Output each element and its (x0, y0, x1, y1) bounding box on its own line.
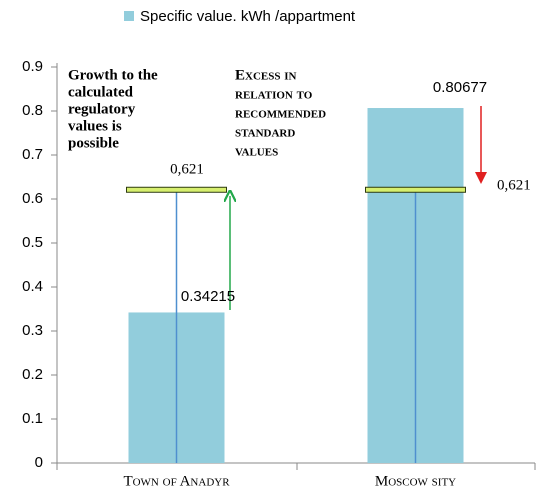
y-tick-label: 0 (35, 454, 43, 471)
data-label: 0.80677 (433, 79, 487, 96)
reference-line (126, 186, 227, 193)
annotation: Growth to the (68, 67, 158, 83)
reference-label: 0,621 (170, 161, 204, 177)
y-tick-label: 0.1 (22, 410, 43, 427)
y-tick-label: 0.5 (22, 234, 43, 251)
annotation: values is (68, 118, 122, 134)
annotation: recommended (235, 105, 326, 121)
reference-label: 0,621 (497, 177, 531, 193)
legend-swatch (124, 11, 134, 21)
y-tick-label: 0.4 (22, 278, 43, 295)
annotation: possible (68, 135, 119, 151)
reference-line (365, 186, 466, 193)
annotation: Excess in (235, 67, 296, 83)
annotation: calculated (68, 84, 134, 100)
y-tick-label: 0.3 (22, 322, 43, 339)
legend-label: Specific value. kWh /appartment (140, 8, 356, 25)
data-label: 0.34215 (181, 288, 235, 305)
y-tick-label: 0.8 (22, 102, 43, 119)
y-tick-label: 0.9 (22, 58, 43, 75)
x-tick-label: Moscow sity (375, 473, 456, 489)
y-tick-label: 0.7 (22, 146, 43, 163)
annotation: relation to (235, 86, 313, 102)
y-tick-label: 0.6 (22, 190, 43, 207)
x-tick-label: Town of Anadyr (123, 473, 230, 489)
annotation: values (235, 143, 278, 159)
annotation: regulatory (68, 101, 136, 117)
y-tick-label: 0.2 (22, 366, 43, 383)
annotation: standard (235, 124, 295, 140)
